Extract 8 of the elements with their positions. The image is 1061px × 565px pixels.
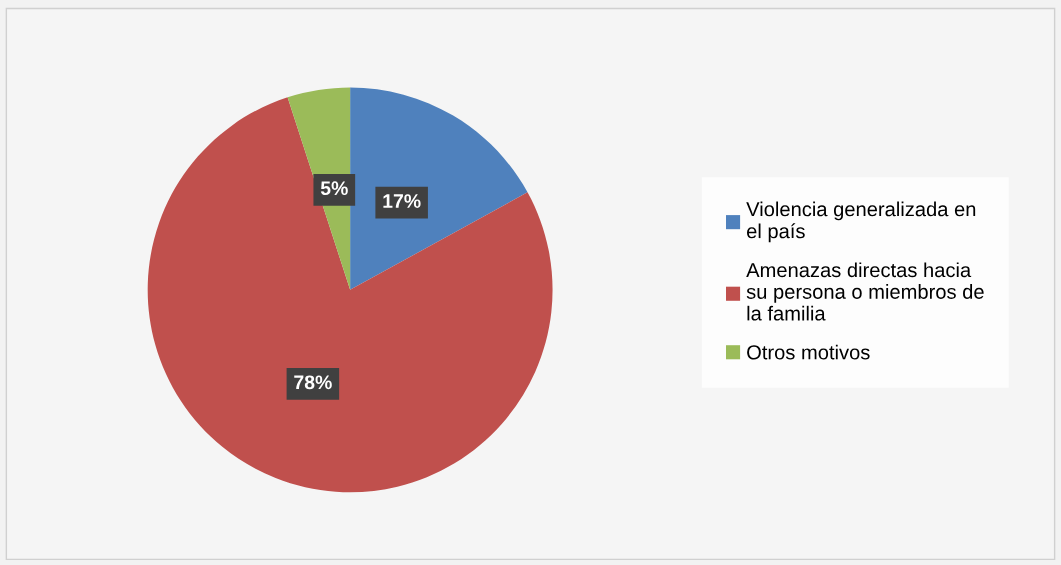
legend-label: Violencia generalizada en el país	[746, 201, 976, 243]
data-label: 17%	[383, 194, 421, 208]
data-label: 5%	[320, 181, 348, 196]
legend-label: Amenazas directas hacia su persona o miembros de la familia	[746, 262, 984, 321]
pie-slice	[147, 97, 553, 493]
legend-label: Otros motivos	[747, 344, 870, 360]
pie-slice	[350, 87, 528, 290]
data-label: 78%	[294, 375, 332, 390]
